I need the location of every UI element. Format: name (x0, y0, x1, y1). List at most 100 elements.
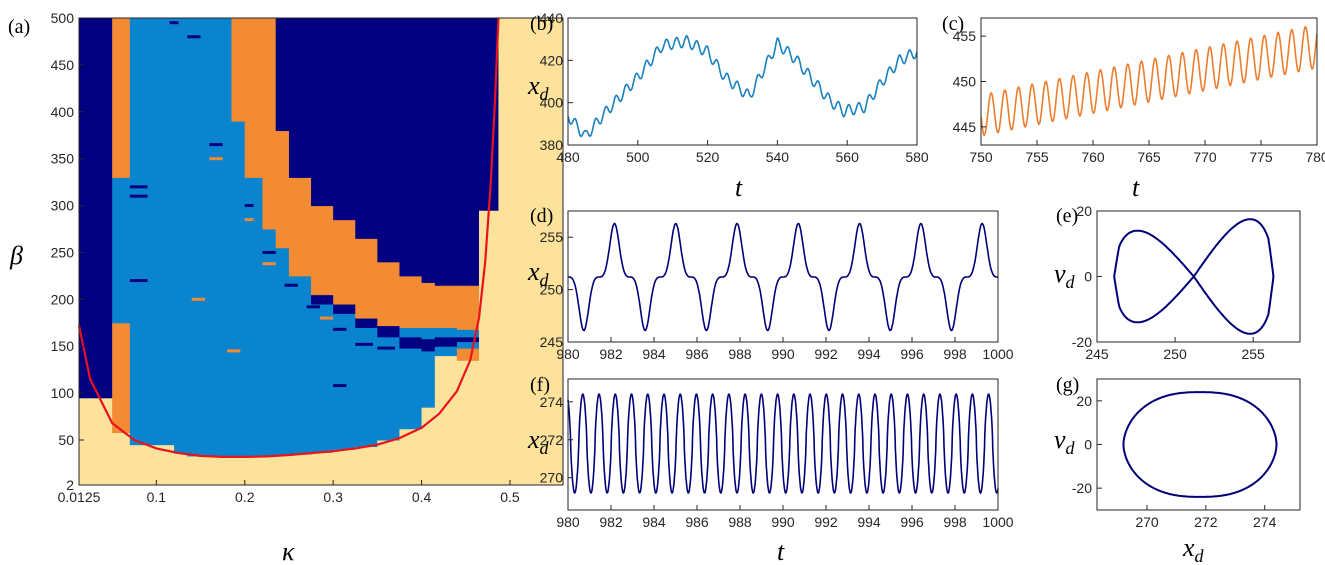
y-tick-label-g-0: -20 (1072, 480, 1092, 496)
y-axis-label-f-sub: d (540, 438, 550, 458)
y-tick-label-a-0: 2 (66, 477, 74, 493)
y-tick-label-c-2: 455 (953, 28, 977, 44)
heatmap-cell-9-3 (275, 18, 290, 132)
heatmap-cell-10-2 (288, 177, 312, 277)
threshold-curve (77, 17, 500, 458)
heatmap-cell-11-3 (311, 205, 334, 296)
heatmap-cell-13-0 (355, 446, 378, 486)
y-tick-label-d-0: 245 (540, 334, 564, 350)
x-tick-label-f-0: 980 (556, 514, 580, 530)
heatmap-stripe-5 (209, 157, 223, 161)
heatmap-stripe-19 (227, 349, 241, 353)
heatmap-cell-11-0 (311, 452, 334, 486)
y-tick-label-f-2: 274 (540, 394, 564, 410)
x-tick-label-a-4: 0.4 (412, 489, 432, 505)
panel-label-e: (e) (1056, 205, 1078, 227)
x-tick-label-b-0: 480 (556, 149, 580, 165)
y-tick-label-a-9: 450 (51, 57, 75, 73)
x-tick-label-f-8: 996 (900, 514, 924, 530)
heatmap-cell-16-0 (421, 407, 436, 486)
heatmap-cell-18-4 (456, 329, 480, 338)
heatmap-cell-8-0 (262, 455, 277, 486)
x-tick-label-d-7: 994 (857, 346, 881, 362)
heatmap-cell-11-2 (311, 294, 334, 305)
y-tick-label-g-1: 0 (1084, 437, 1092, 453)
y-axis-label-d-base: x (527, 257, 540, 286)
heatmap-cell-7-1 (244, 177, 263, 458)
y-tick-label-a-2: 100 (51, 385, 75, 401)
heatmap-cell-16-5 (421, 18, 436, 283)
y-axis-label-f-base: x (527, 425, 540, 454)
panel-d-timeseries: 980 982 984 986 988 990 992 994 996 998 1000 245 250… (527, 205, 1014, 362)
heatmap-cell-12-0 (333, 449, 356, 486)
y-axis-label-b-sub: d (540, 84, 550, 104)
heatmap-stripe-10 (284, 283, 298, 287)
heatmap-cell-16-1 (421, 350, 436, 408)
x-tick-label-a-0: 0.0125 (58, 489, 101, 505)
x-tick-label-f-3: 986 (685, 514, 709, 530)
y-tick-label-c-0: 445 (953, 119, 977, 135)
y-tick-label-d-1: 250 (540, 282, 564, 298)
x-tick-label-c-2: 760 (1081, 149, 1105, 165)
x-tick-label-e-2: 255 (1241, 346, 1265, 362)
y-tick-label-e-2: 20 (1076, 203, 1092, 219)
heatmap-stripe-12 (319, 316, 334, 320)
x-tick-label-f-2: 984 (642, 514, 666, 530)
heatmap-cell-15-3 (399, 327, 423, 338)
x-tick-label-c-1: 755 (1025, 149, 1049, 165)
series-line-b (567, 34, 918, 138)
y-tick-label-a-5: 250 (51, 244, 75, 260)
x-tick-label-g-1: 272 (1194, 514, 1218, 530)
heatmap-cell-1-2 (112, 177, 131, 324)
heatmap-cell-1-0 (112, 432, 131, 486)
x-tick-label-a-1: 0.1 (147, 489, 167, 505)
x-tick-label-b-4: 560 (836, 149, 860, 165)
heatmap-cell-4-0 (187, 455, 210, 486)
x-tick-label-b-1: 500 (626, 149, 650, 165)
heatmap-cell-4-1 (187, 18, 210, 457)
y-axis-label-a: β (9, 241, 23, 270)
x-tick-label-g-2: 274 (1253, 514, 1277, 530)
y-tick-label-e-0: -20 (1072, 334, 1092, 350)
heatmap-cell-7-0 (244, 456, 263, 486)
heatmap-cell-14-2 (377, 325, 400, 338)
heatmap-cell-16-3 (421, 327, 436, 340)
heatmap-cell-15-0 (399, 428, 423, 486)
x-axis-label-g: xd (1182, 533, 1205, 565)
heatmap-cell-14-1 (377, 336, 400, 441)
heatmap-cell-9-1 (275, 247, 290, 456)
y-axis-label-e-sub: d (1066, 272, 1076, 292)
heatmap-cell-13-1 (355, 327, 378, 448)
heatmap-cell-12-4 (333, 18, 356, 221)
y-tick-label-d-2: 255 (540, 229, 564, 245)
y-axis-label-g: vd (1054, 425, 1076, 458)
heatmap-cell-20-0 (498, 18, 564, 486)
heatmap-cell-2-1 (129, 18, 175, 446)
heatmap-cell-17-0 (434, 355, 458, 486)
x-tick-label-d-9: 998 (943, 346, 967, 362)
panel-e-phase: 245 250 255 -20 0 20 (e) vd (1054, 203, 1301, 362)
x-tick-label-b-3: 540 (766, 149, 790, 165)
heatmap-cell-6-0 (231, 456, 246, 486)
x-tick-label-c-0: 750 (969, 149, 993, 165)
heatmap-cell-13-2 (355, 318, 378, 328)
heatmap-cell-19-1 (479, 18, 499, 211)
heatmap-cell-17-1 (434, 346, 458, 357)
panel-c-timeseries: 750 755 760 765 770 775 780 445 450 455 (c) t (942, 13, 1325, 202)
heatmap-cell-5-1 (209, 18, 232, 458)
y-tick-label-a-3: 150 (51, 338, 75, 354)
heatmap-cell-11-1 (311, 304, 334, 453)
panel-label-g: (g) (1056, 374, 1079, 396)
panel-label-c: (c) (942, 13, 964, 35)
panel-label-f: (f) (530, 374, 550, 396)
x-tick-label-f-1: 982 (599, 514, 623, 530)
heatmap-stripe-9 (262, 262, 276, 266)
heatmap-cell-8-1 (262, 228, 277, 457)
x-axis-label-c: t (1132, 173, 1140, 202)
heatmap-stripe-16 (377, 346, 396, 350)
heatmap-cell-17-3 (434, 327, 458, 338)
heatmap-stripe-1 (129, 185, 148, 189)
heatmap-stripe-15 (355, 342, 373, 346)
heatmap-cell-1-1 (112, 322, 131, 433)
x-axis-label-f: t (777, 537, 785, 565)
